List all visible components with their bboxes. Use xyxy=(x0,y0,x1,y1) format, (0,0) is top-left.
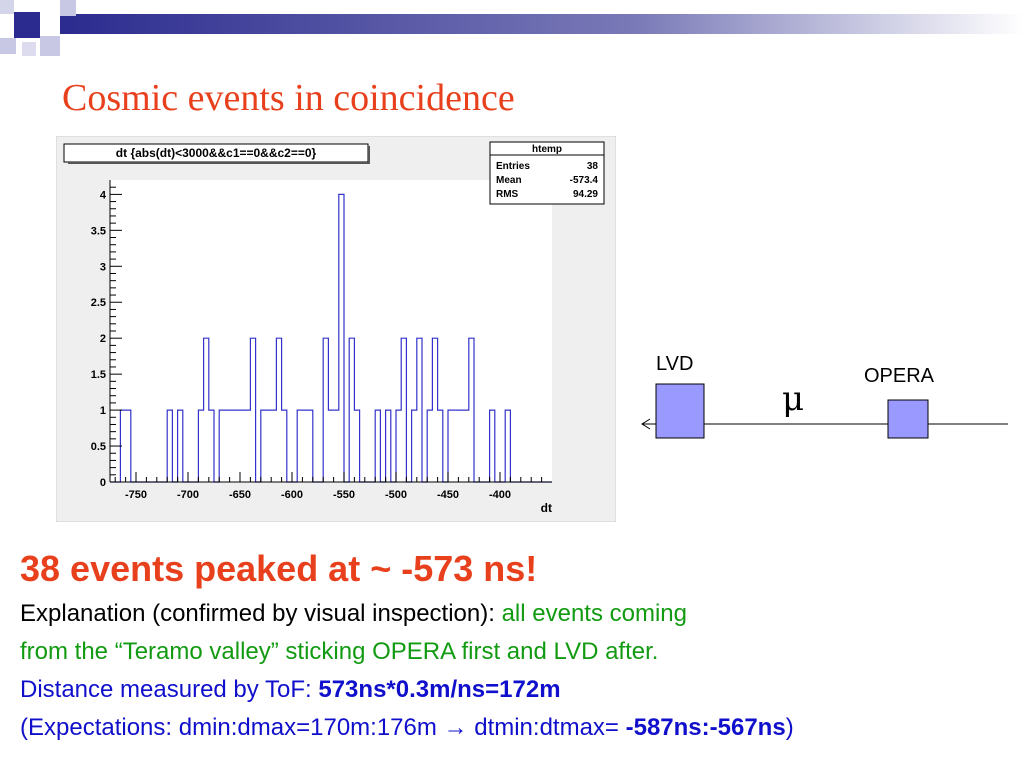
explanation-line-2: from the “Teramo valley” sticking OPERA … xyxy=(20,638,659,665)
corner-decoration xyxy=(0,0,1024,56)
x-tick-label: -550 xyxy=(333,489,355,501)
y-tick-label: 0 xyxy=(100,477,106,489)
x-tick-label: -650 xyxy=(229,489,251,501)
histogram-bin xyxy=(204,338,209,482)
histogram-bin xyxy=(302,410,307,482)
stats-box xyxy=(489,141,605,205)
histogram-bin xyxy=(438,410,443,482)
x-tick-label: -500 xyxy=(385,489,407,501)
x-axis-label: dt xyxy=(541,501,552,515)
stats-rms-label: RMS xyxy=(496,189,519,200)
histogram-bin xyxy=(271,410,276,482)
opera-detector xyxy=(887,399,929,439)
histogram-bin xyxy=(282,410,287,482)
histogram-bin xyxy=(308,410,313,482)
y-tick-label: 2 xyxy=(100,333,106,345)
y-tick-label: 3.5 xyxy=(91,225,106,237)
arrow-right-icon: → xyxy=(443,714,468,741)
histogram-bin xyxy=(261,410,266,482)
histogram-bin xyxy=(386,410,391,482)
histogram-bin xyxy=(464,410,469,482)
histogram-bin xyxy=(396,410,401,482)
histogram-bin xyxy=(427,410,432,482)
x-tick-label: -750 xyxy=(125,489,147,501)
opera-label: OPERA xyxy=(864,365,935,387)
histogram-bin xyxy=(323,338,328,482)
expectation-value: -587ns:-567ns xyxy=(625,714,786,741)
histogram-bin xyxy=(328,410,333,482)
histogram-bin xyxy=(266,410,271,482)
expectation-prefix: (Expectations: dmin:dmax=170m:176m xyxy=(20,714,444,741)
arrow-left-icon xyxy=(641,418,651,430)
x-tick-label: -400 xyxy=(489,489,511,501)
stats-rms-value: 94.29 xyxy=(573,189,598,200)
stats-mean-label: Mean xyxy=(496,175,522,186)
histogram-bin xyxy=(401,338,406,482)
histogram-bin xyxy=(412,410,417,482)
histogram-bin xyxy=(334,410,339,482)
histogram-bin xyxy=(240,410,245,482)
histogram-bin xyxy=(339,194,344,482)
histogram-bin xyxy=(432,338,437,482)
histogram-bin xyxy=(224,410,229,482)
lvd-detector xyxy=(655,383,705,439)
stats-entries-value: 38 xyxy=(587,161,599,172)
x-tick-label: -600 xyxy=(281,489,303,501)
distance-prefix: Distance measured by ToF: xyxy=(20,676,319,703)
y-tick-label: 1 xyxy=(100,405,106,417)
histogram-bin xyxy=(490,410,495,482)
y-tick-label: 4 xyxy=(100,189,107,201)
histogram-bin xyxy=(235,410,240,482)
histogram-bin xyxy=(297,410,302,482)
explanation-green-1: all events coming xyxy=(501,600,688,627)
histogram-bin xyxy=(167,410,172,482)
y-tick-label: 1.5 xyxy=(91,369,106,381)
y-tick-label: 0.5 xyxy=(91,441,106,453)
lvd-label: LVD xyxy=(656,353,693,375)
chart-title: dt {abs(dt)<3000&&c1==0&&c2==0} xyxy=(116,146,317,160)
histogram-bin xyxy=(245,410,250,482)
headline: 38 events peaked at ~ -573 ns! xyxy=(20,548,538,589)
histogram-bin xyxy=(219,410,224,482)
histogram-bin xyxy=(126,410,131,482)
stats-mean-value: -573.4 xyxy=(570,175,599,186)
expectation-mid: dtmin:dtmax= xyxy=(467,714,626,741)
explanation-prefix: Explanation (confirmed by visual inspect… xyxy=(20,600,502,627)
histogram-bin xyxy=(417,338,422,482)
detector-diagram: LVD OPERA μ xyxy=(641,353,1008,439)
distance-value: 573ns*0.3m/ns=172m xyxy=(318,676,561,703)
histogram-bin xyxy=(448,410,453,482)
stats-name: htemp xyxy=(532,144,562,155)
histogram-bin xyxy=(209,410,214,482)
histogram-bin xyxy=(230,410,235,482)
histogram-bin xyxy=(178,410,183,482)
x-tick-label: -450 xyxy=(437,489,459,501)
histogram-bin xyxy=(354,410,359,482)
histogram-bin xyxy=(349,338,354,482)
muon-symbol: μ xyxy=(782,379,804,419)
expectation-close: ) xyxy=(785,714,794,741)
y-tick-label: 3 xyxy=(100,261,106,273)
histogram-bin xyxy=(453,410,458,482)
histogram-bin xyxy=(198,410,203,482)
histogram-bin xyxy=(276,338,281,482)
histogram-bin xyxy=(375,410,380,482)
explanation-line-1: Explanation (confirmed by visual inspect… xyxy=(20,600,687,628)
histogram-bin xyxy=(505,410,510,482)
x-tick-label: -700 xyxy=(177,489,199,501)
histogram-bin xyxy=(250,338,255,482)
distance-line: Distance measured by ToF: 573ns*0.3m/ns=… xyxy=(20,676,561,704)
histogram-bin xyxy=(458,410,463,482)
histogram-chart: dt {abs(dt)<3000&&c1==0&&c2==0} htemp En… xyxy=(56,136,616,522)
stats-entries-label: Entries xyxy=(496,161,530,172)
expectation-line: (Expectations: dmin:dmax=170m:176m → dtm… xyxy=(20,714,794,742)
slide-title: Cosmic events in coincidence xyxy=(62,77,515,119)
plot-area xyxy=(110,180,552,482)
y-tick-label: 2.5 xyxy=(91,297,106,309)
histogram-bin xyxy=(469,338,474,482)
